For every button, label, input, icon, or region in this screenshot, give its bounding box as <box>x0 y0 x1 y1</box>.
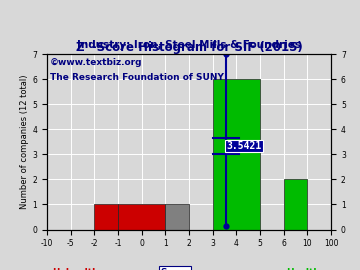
Bar <box>165 204 189 230</box>
Bar <box>118 204 165 230</box>
Bar <box>94 204 118 230</box>
Bar <box>284 179 307 230</box>
Title: Z''-Score Histogram for SIF (2015): Z''-Score Histogram for SIF (2015) <box>76 41 302 54</box>
Text: 3.5421: 3.5421 <box>227 141 262 151</box>
Text: ©www.textbiz.org: ©www.textbiz.org <box>50 58 142 66</box>
Text: Score: Score <box>161 268 189 270</box>
Y-axis label: Number of companies (12 total): Number of companies (12 total) <box>21 75 30 209</box>
Text: Industry: Iron, Steel Mills & Foundries: Industry: Iron, Steel Mills & Foundries <box>77 40 301 50</box>
Text: Unhealthy: Unhealthy <box>53 268 105 270</box>
Bar <box>213 79 260 230</box>
Text: The Research Foundation of SUNY: The Research Foundation of SUNY <box>50 73 224 82</box>
Text: Healthy: Healthy <box>286 268 325 270</box>
